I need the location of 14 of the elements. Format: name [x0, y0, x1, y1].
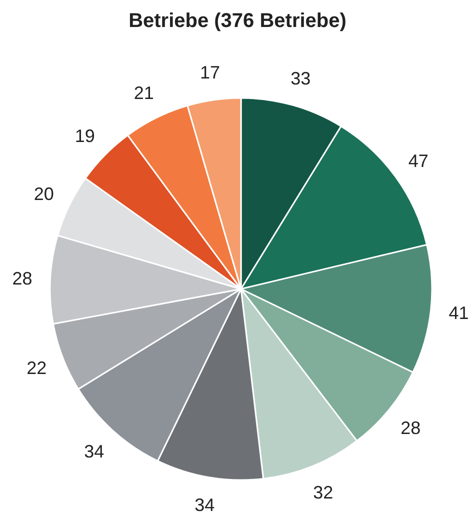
- data-label: 47: [408, 150, 428, 171]
- data-label: 17: [200, 62, 220, 83]
- chart-title: Betriebe (376 Betriebe): [128, 10, 346, 32]
- data-label: 33: [290, 68, 311, 89]
- data-label: 21: [134, 83, 154, 104]
- data-label: 28: [12, 268, 32, 288]
- data-label: 34: [194, 495, 215, 516]
- data-label: 19: [74, 126, 95, 146]
- data-label: 22: [26, 358, 47, 378]
- data-label: 34: [84, 442, 104, 462]
- data-label: 32: [313, 482, 334, 502]
- data-label: 41: [448, 303, 469, 324]
- data-label: 28: [400, 418, 421, 438]
- data-label: 20: [34, 184, 54, 204]
